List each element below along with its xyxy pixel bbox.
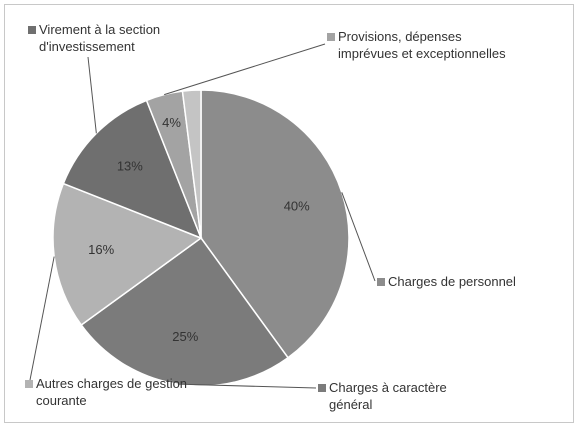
- legend-swatch: [28, 26, 36, 34]
- leader-line: [164, 43, 326, 96]
- data-label: 40%: [284, 198, 310, 213]
- pie-slice: [62, 99, 203, 240]
- leader-line: [29, 256, 55, 381]
- leader-line: [177, 383, 317, 389]
- data-label: 4%: [162, 115, 181, 130]
- category-label: Provisions, dépenses imprévues et except…: [338, 29, 506, 61]
- category-label: Charges à caractère général: [329, 380, 447, 412]
- category-label: Autres charges de gestion courante: [36, 376, 188, 408]
- data-label: 16%: [88, 242, 114, 257]
- data-label: 13%: [117, 158, 143, 173]
- data-label: 25%: [172, 329, 198, 344]
- leader-line: [87, 56, 97, 134]
- pie-slice: [181, 89, 202, 239]
- legend-swatch: [25, 380, 33, 388]
- legend-swatch: [377, 278, 385, 286]
- category-label: Virement à la section d'investissement: [39, 22, 161, 54]
- pie-slice: [52, 182, 203, 327]
- legend-swatch: [318, 384, 326, 392]
- category-label: Charges de personnel: [388, 274, 516, 289]
- pie-slice: [200, 89, 350, 359]
- leader-line: [341, 192, 376, 282]
- legend-swatch: [327, 33, 335, 41]
